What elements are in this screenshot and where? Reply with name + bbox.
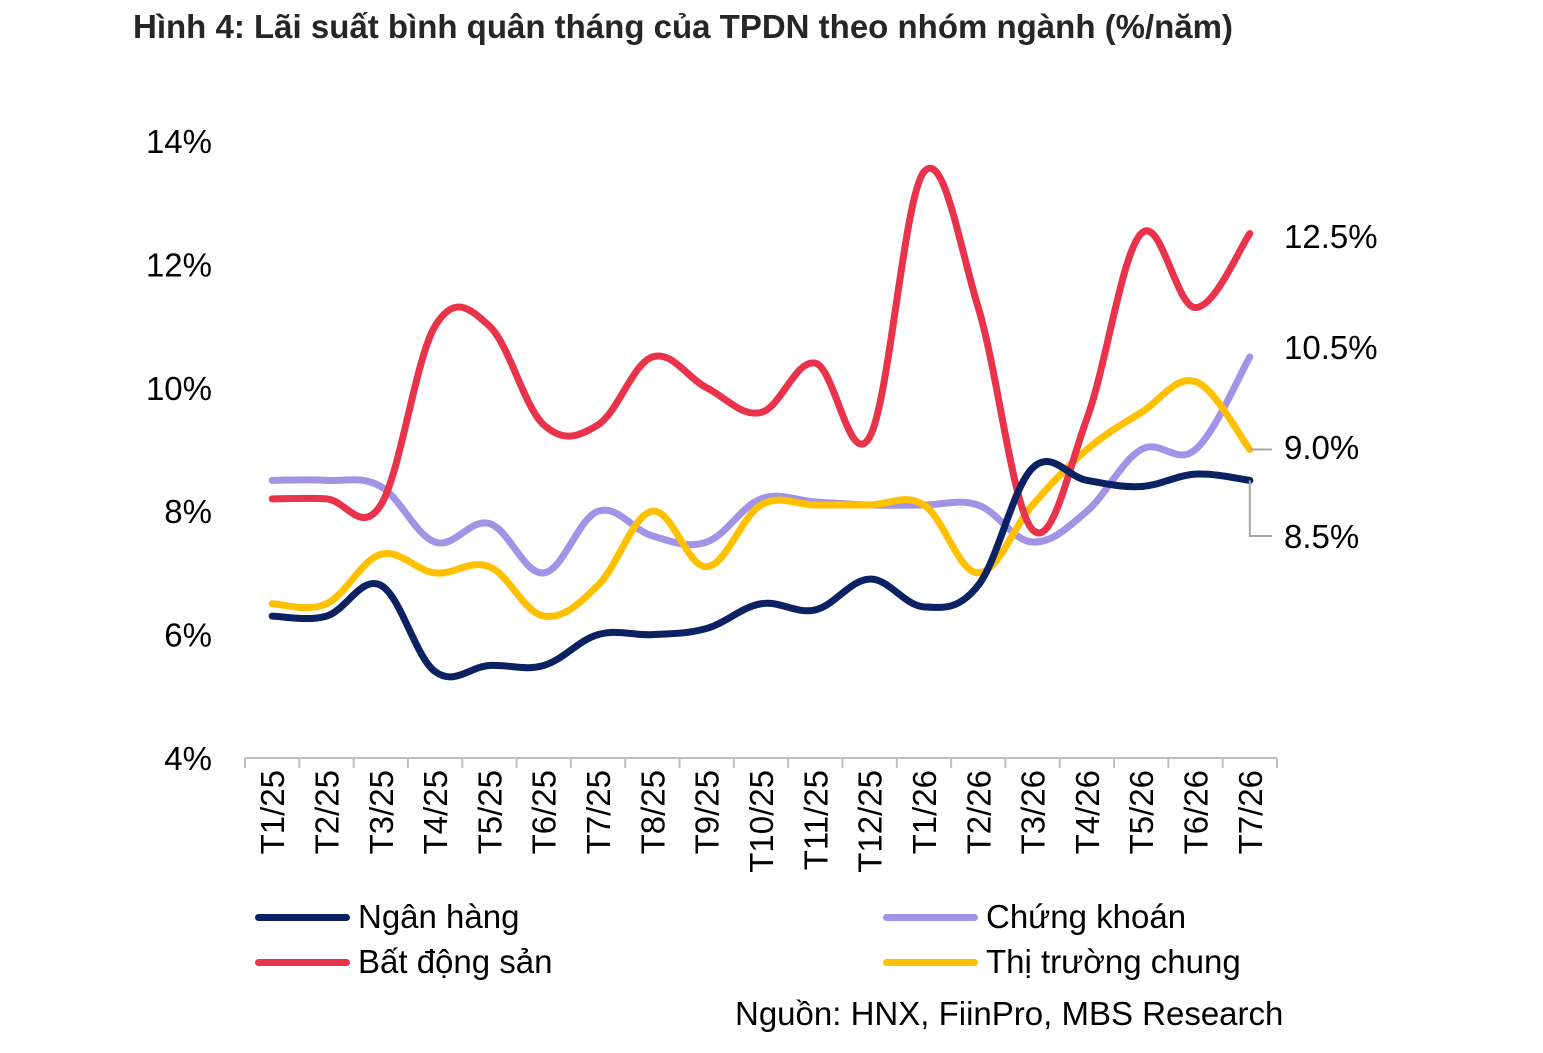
x-tick-label: T3/26 [1015, 770, 1052, 854]
legend-item-chung-khoan: Chứng khoán [883, 898, 1186, 936]
y-tick-label: 10% [146, 370, 212, 407]
legend-item-thi-truong-chung: Thị trường chung [883, 943, 1241, 981]
x-tick-label: T2/26 [960, 770, 997, 854]
legend-label-thi-truong-chung: Thị trường chung [986, 943, 1241, 980]
source-note: Nguồn: HNX, FiinPro, MBS Research [735, 995, 1284, 1032]
x-tick-label: T7/25 [580, 770, 617, 854]
y-tick-label: 12% [146, 246, 212, 283]
x-tick-label: T4/25 [417, 770, 454, 854]
end-label: 12.5% [1284, 218, 1378, 255]
series-line-thi-truong-chung [268, 377, 1254, 621]
x-tick-label: T1/26 [906, 770, 943, 854]
y-tick-label: 4% [164, 740, 212, 777]
x-tick-label: T8/25 [634, 770, 671, 854]
legend-swatch-thi-truong-chung [883, 958, 978, 966]
x-tick-label: T9/25 [689, 770, 726, 854]
x-tick-label: T6/25 [526, 770, 563, 854]
legend-swatch-chung-khoan [883, 913, 978, 921]
series-line-chung-khoan [268, 353, 1254, 577]
x-tick-label: T5/25 [471, 770, 508, 854]
series-line-ngan-hang [268, 458, 1254, 681]
legend-swatch-bat-dong-san [255, 958, 350, 966]
leader-line [1248, 480, 1272, 537]
end-label: 10.5% [1284, 329, 1378, 366]
x-tick-label: T11/25 [797, 770, 834, 870]
x-tick-label: T1/25 [254, 770, 291, 854]
x-tick-label: T5/26 [1123, 770, 1160, 854]
end-label: 9.0% [1284, 429, 1359, 466]
x-tick-label: T2/25 [308, 770, 345, 854]
legend-item-ngan-hang: Ngân hàng [255, 898, 519, 936]
x-tick-label: T3/25 [363, 770, 400, 854]
end-label: 8.5% [1284, 518, 1359, 555]
y-tick-label: 14% [146, 123, 212, 160]
x-tick-label: T6/26 [1178, 770, 1215, 854]
x-tick-label: T4/26 [1069, 770, 1106, 854]
x-tick-label: T10/25 [743, 770, 780, 873]
end-labels: 12.5% 10.5% 9.0% 8.5% [1248, 218, 1378, 555]
x-tick-label: T12/25 [852, 770, 889, 873]
y-tick-label: 8% [164, 493, 212, 530]
y-tick-label: 6% [164, 617, 212, 654]
legend-swatch-ngan-hang [255, 913, 350, 921]
legend-label-ngan-hang: Ngân hàng [358, 898, 520, 935]
x-tick-label: T7/26 [1232, 770, 1269, 854]
chart-title: Hình 4: Lãi suất bình quân tháng của TPD… [133, 8, 1233, 45]
legend-item-bat-dong-san: Bất động sản [255, 943, 553, 981]
series-line-bat-dong-san [268, 165, 1254, 537]
legend-label-chung-khoan: Chứng khoán [986, 898, 1187, 935]
legend-label-bat-dong-san: Bất động sản [358, 943, 553, 980]
chart-lines [268, 165, 1254, 681]
chart-axes: 4% 6% 8% 10% 12% 14% T1/25 T2/25 T3/25 T4/25 T5/25… [146, 123, 1278, 873]
